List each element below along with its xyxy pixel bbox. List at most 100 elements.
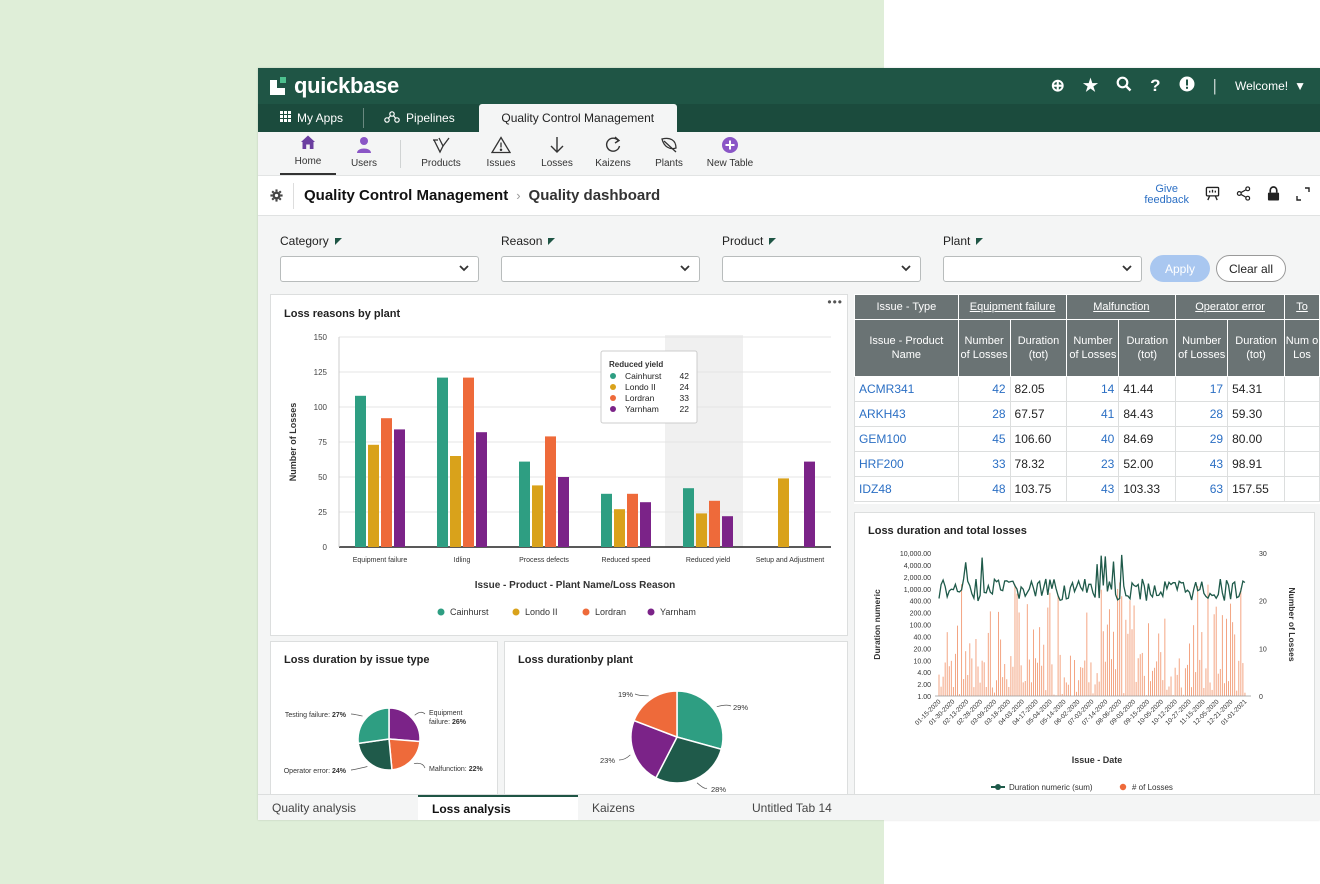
tooltip-box bbox=[600, 350, 698, 424]
y-right-tick-label: 20 bbox=[1259, 599, 1267, 606]
loss-count-link[interactable]: 29 bbox=[1175, 426, 1229, 452]
table-new-table[interactable]: New Table bbox=[697, 131, 763, 175]
bar bbox=[381, 418, 392, 547]
loss-count-link[interactable]: 33 bbox=[957, 451, 1011, 477]
y-tick-label: 100 bbox=[314, 403, 328, 412]
refresh-icon bbox=[604, 136, 622, 158]
loss-count-link[interactable]: 23 bbox=[1066, 451, 1120, 477]
pie-label: failure: 26% bbox=[429, 719, 467, 726]
apply-button[interactable]: Apply bbox=[1150, 255, 1210, 282]
product-name-link[interactable]: ACMR341 bbox=[854, 376, 959, 402]
duration-cell: 84.69 bbox=[1118, 426, 1177, 452]
tab-quality-analysis[interactable]: Quality analysis bbox=[272, 800, 357, 815]
plant-select[interactable] bbox=[943, 256, 1142, 282]
header-malfunction[interactable]: Malfunction bbox=[1066, 294, 1177, 320]
page-title: Quality dashboard bbox=[528, 187, 661, 204]
tooltip-marker bbox=[610, 384, 616, 390]
breadcrumb-app[interactable]: Quality Control Management bbox=[304, 187, 509, 204]
header-total[interactable]: To bbox=[1284, 294, 1320, 320]
y-axis-label: Duration numeric bbox=[872, 589, 882, 660]
user-menu[interactable]: Welcome! ▼ bbox=[1235, 79, 1306, 93]
search-icon[interactable] bbox=[1116, 76, 1132, 97]
group-header-row: Issue - Type Equipment failure Malfuncti… bbox=[854, 294, 1320, 320]
loss-count-link[interactable]: 28 bbox=[1175, 401, 1229, 427]
pie-leader-line bbox=[634, 693, 649, 697]
loss-count-link[interactable]: 43 bbox=[1175, 451, 1229, 477]
header-number-of-losses: Number of Losses bbox=[1175, 319, 1229, 377]
tab-my-apps[interactable]: My Apps bbox=[266, 104, 357, 132]
legend-marker bbox=[512, 608, 520, 616]
table-losses[interactable]: Losses bbox=[529, 131, 585, 175]
tab-divider bbox=[363, 108, 365, 128]
table-home[interactable]: Home bbox=[280, 131, 336, 175]
quickbase-logo[interactable]: quickbase bbox=[270, 73, 399, 99]
bar bbox=[437, 377, 448, 547]
product-name-link[interactable]: IDZ48 bbox=[854, 476, 959, 502]
presentation-icon[interactable] bbox=[1205, 186, 1220, 204]
product-select[interactable] bbox=[722, 256, 921, 282]
table-label: Users bbox=[350, 158, 378, 169]
product-name-link[interactable]: HRF200 bbox=[854, 451, 959, 477]
product-name-link[interactable]: GEM100 bbox=[854, 426, 959, 452]
duration-cell: 59.30 bbox=[1227, 401, 1285, 427]
loss-count-link[interactable]: 41 bbox=[1066, 401, 1120, 427]
y-axis-label: Number of Losses bbox=[288, 403, 298, 482]
legend-marker bbox=[582, 608, 590, 616]
header-operator-error[interactable]: Operator error bbox=[1175, 294, 1285, 320]
duration-cell: 67.57 bbox=[1009, 401, 1068, 427]
loss-count-link[interactable]: 45 bbox=[957, 426, 1011, 452]
legend-label: # of Losses bbox=[1132, 783, 1173, 792]
tab-untitled-14[interactable]: Untitled Tab 14 bbox=[752, 800, 832, 815]
share-icon[interactable] bbox=[1236, 186, 1251, 204]
tab-label: My Apps bbox=[297, 111, 344, 125]
gear-icon[interactable] bbox=[270, 182, 294, 209]
legend-label: Lordran bbox=[595, 607, 626, 617]
y-right-tick-label: 10 bbox=[1259, 646, 1267, 653]
header-number-of-losses-total: Num o Los bbox=[1284, 319, 1320, 377]
brand-name: quickbase bbox=[294, 73, 399, 98]
tab-kaizens[interactable]: Kaizens bbox=[592, 800, 635, 815]
tab-loss-analysis[interactable]: Loss analysis bbox=[418, 794, 578, 820]
flag-icon bbox=[548, 237, 556, 245]
alert-icon[interactable] bbox=[1179, 76, 1195, 97]
pie-leader-line bbox=[696, 782, 708, 789]
star-icon[interactable]: ★ bbox=[1082, 76, 1099, 95]
loss-count-link[interactable]: 48 bbox=[957, 476, 1011, 502]
table-issues[interactable]: Issues bbox=[473, 131, 529, 175]
loss-count-link[interactable]: 42 bbox=[957, 376, 1011, 402]
bar bbox=[804, 461, 815, 547]
plus-circle-icon[interactable]: ⊕ bbox=[1050, 76, 1065, 95]
category-select[interactable] bbox=[280, 256, 479, 282]
reason-select[interactable] bbox=[501, 256, 700, 282]
product-name-link[interactable]: ARKH43 bbox=[854, 401, 959, 427]
loss-count-link[interactable]: 14 bbox=[1066, 376, 1120, 402]
sub-header-row: Issue - Product Name Number of Losses Du… bbox=[854, 319, 1320, 377]
tab-quality-control-management[interactable]: Quality Control Management bbox=[478, 104, 677, 132]
loss-count-link[interactable]: 40 bbox=[1066, 426, 1120, 452]
tooltip-title: Reduced yield bbox=[609, 360, 663, 369]
bar bbox=[355, 395, 366, 547]
table-users[interactable]: Users bbox=[336, 131, 392, 175]
filter-product: Product bbox=[722, 234, 921, 282]
x-tick-label: Equipment failure bbox=[353, 557, 408, 564]
table-plants[interactable]: Plants bbox=[641, 131, 697, 175]
header-equipment-failure[interactable]: Equipment failure bbox=[957, 294, 1068, 320]
y-tick-label: 1,000.00 bbox=[904, 587, 931, 594]
table-label: Issues bbox=[486, 158, 516, 169]
loss-count-link[interactable]: 17 bbox=[1175, 376, 1229, 402]
table-kaizens[interactable]: Kaizens bbox=[585, 131, 641, 175]
help-icon[interactable]: ? bbox=[1150, 76, 1161, 95]
top-header: quickbase ⊕ ★ ? | Welcome! ▼ bbox=[258, 68, 1320, 104]
lock-icon[interactable] bbox=[1267, 186, 1280, 204]
loss-count-link[interactable]: 28 bbox=[957, 401, 1011, 427]
clear-all-button[interactable]: Clear all bbox=[1216, 255, 1286, 282]
fullscreen-icon[interactable] bbox=[1296, 186, 1310, 204]
more-options-icon[interactable]: ••• bbox=[827, 295, 843, 309]
loss-count-link[interactable]: 43 bbox=[1066, 476, 1120, 502]
tab-pipelines[interactable]: Pipelines bbox=[370, 104, 469, 132]
quickbase-app: quickbase ⊕ ★ ? | Welcome! ▼ My Apps bbox=[258, 68, 1320, 820]
give-feedback-link[interactable]: Give feedback bbox=[1144, 184, 1189, 206]
loss-count-link[interactable]: 63 bbox=[1175, 476, 1229, 502]
table-products[interactable]: Products bbox=[409, 131, 473, 175]
pie-label: Operator error: 24% bbox=[284, 768, 347, 775]
